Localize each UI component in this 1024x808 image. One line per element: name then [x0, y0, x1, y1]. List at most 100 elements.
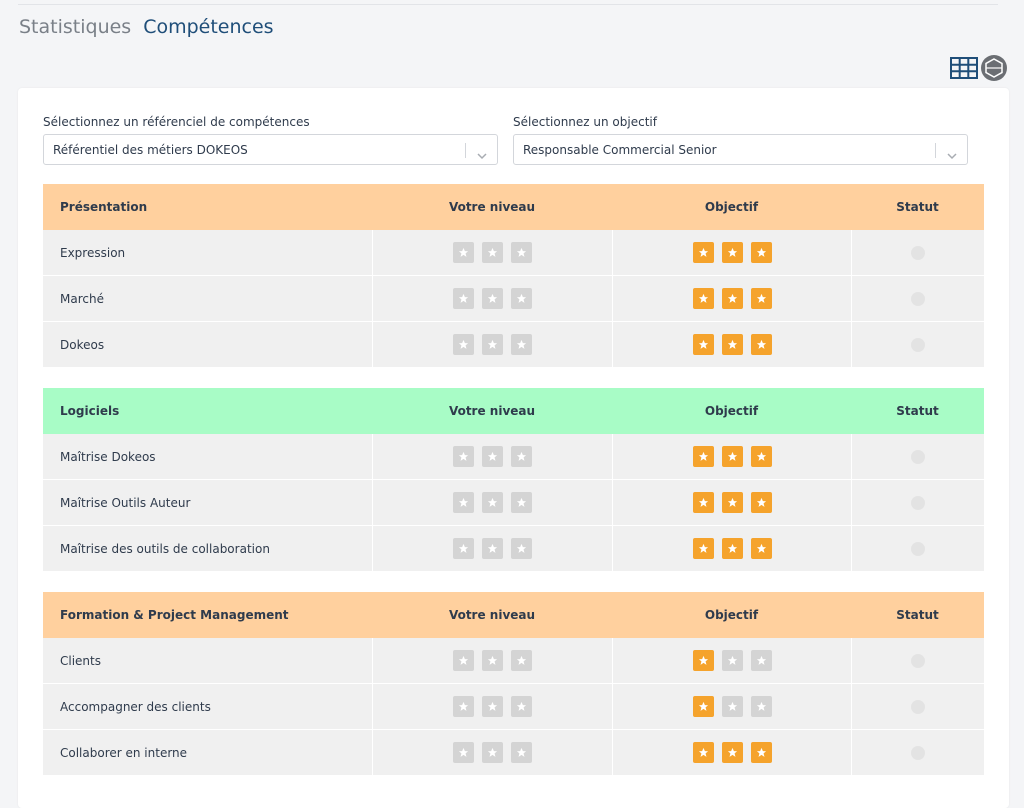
star-icon: [482, 242, 503, 263]
status-cell: [851, 730, 984, 775]
star-icon: [482, 650, 503, 671]
competence-label: Clients: [60, 653, 101, 668]
status-dot: [911, 449, 925, 464]
star-icon: [692, 538, 714, 559]
status-cell: [851, 276, 984, 321]
chevron-down-icon[interactable]: [476, 145, 488, 164]
competence-label: Collaborer en interne: [60, 745, 188, 760]
star-icon: [721, 242, 743, 263]
column-objective-header: Objectif: [704, 404, 759, 418]
level-cell[interactable]: [372, 230, 612, 275]
section-header: Formation & Project Management Votre nive…: [43, 592, 984, 638]
objective-cell: [612, 322, 851, 367]
section-1: Logiciels Votre niveau Objectif Statut Maîtr…: [43, 388, 984, 572]
objective-cell: [612, 730, 851, 775]
column-status-header: Statut: [896, 200, 939, 214]
chevron-down-icon[interactable]: [946, 145, 958, 164]
star-icon: [511, 288, 532, 309]
star-icon: [692, 650, 714, 671]
competence-label: Maîtrise des outils de collaboration: [60, 541, 270, 556]
star-icon: [453, 696, 474, 717]
level-cell[interactable]: [372, 480, 612, 525]
referential-label: Sélectionnez un référenciel de compétenc…: [43, 115, 310, 129]
star-icon: [453, 334, 474, 355]
select-separator: [465, 143, 466, 158]
star-icon: [750, 742, 772, 763]
status-cell: [851, 322, 984, 367]
star-icon: [750, 446, 772, 467]
objective-value: Responsable Commercial Senior: [523, 143, 717, 157]
level-stars: [453, 288, 532, 309]
level-cell[interactable]: [372, 434, 612, 479]
status-cell: [851, 526, 984, 571]
objective-select[interactable]: Responsable Commercial Senior: [513, 134, 968, 165]
status-cell: [851, 684, 984, 729]
star-icon: [721, 446, 743, 467]
tab-competences[interactable]: Compétences: [143, 16, 274, 38]
objective-cell: [612, 230, 851, 275]
star-icon: [721, 538, 743, 559]
status-dot: [911, 291, 925, 306]
competence-label: Maîtrise Dokeos: [60, 449, 156, 464]
star-icon: [511, 650, 532, 671]
objective-cell: [612, 638, 851, 683]
objective-stars: [692, 650, 772, 671]
top-divider: [18, 4, 998, 5]
star-icon: [511, 742, 532, 763]
level-cell[interactable]: [372, 730, 612, 775]
column-status-header: Statut: [896, 608, 939, 622]
star-icon: [721, 742, 743, 763]
competence-label: Accompagner des clients: [60, 699, 211, 714]
select-separator: [935, 143, 936, 158]
star-icon: [692, 446, 714, 467]
column-objective-header: Objectif: [704, 200, 759, 214]
star-icon: [453, 742, 474, 763]
section-2: Formation & Project Management Votre nive…: [43, 592, 984, 776]
status-dot: [911, 745, 925, 760]
level-stars: [453, 650, 532, 671]
chart-view-icon[interactable]: [980, 54, 1008, 86]
status-dot: [911, 245, 925, 260]
tab-bar: Statistiques Compétences: [19, 16, 274, 38]
column-level-header: Votre niveau: [448, 200, 536, 214]
table-row: Maîtrise des outils de collaboration: [43, 526, 984, 572]
referential-select[interactable]: Référentiel des métiers DOKEOS: [43, 134, 498, 165]
objective-label: Sélectionnez un objectif: [513, 115, 657, 129]
level-stars: [453, 742, 532, 763]
star-icon: [750, 334, 772, 355]
star-icon: [511, 446, 532, 467]
star-icon: [453, 242, 474, 263]
tab-statistiques[interactable]: Statistiques: [19, 16, 132, 38]
section-header: Présentation Votre niveau Objectif Statut: [43, 184, 984, 230]
section-header: Logiciels Votre niveau Objectif Statut: [43, 388, 984, 434]
star-icon: [721, 492, 743, 513]
objective-stars: [692, 334, 772, 355]
level-cell[interactable]: [372, 638, 612, 683]
level-stars: [453, 538, 532, 559]
status-dot: [911, 495, 925, 510]
star-icon: [453, 492, 474, 513]
level-cell[interactable]: [372, 526, 612, 571]
level-cell[interactable]: [372, 276, 612, 321]
star-icon: [750, 538, 772, 559]
objective-stars: [692, 696, 772, 717]
level-stars: [453, 334, 532, 355]
star-icon: [482, 538, 503, 559]
section-title: Présentation: [60, 200, 148, 214]
objective-cell: [612, 684, 851, 729]
status-cell: [851, 480, 984, 525]
objective-stars: [692, 288, 772, 309]
objective-cell: [612, 480, 851, 525]
level-cell[interactable]: [372, 684, 612, 729]
star-icon: [482, 288, 503, 309]
section-0: Présentation Votre niveau Objectif Statut Ex…: [43, 184, 984, 368]
star-icon: [721, 696, 743, 717]
objective-stars: [692, 446, 772, 467]
table-view-icon[interactable]: [950, 57, 978, 83]
star-icon: [511, 696, 532, 717]
status-dot: [911, 653, 925, 668]
level-cell[interactable]: [372, 322, 612, 367]
status-dot: [911, 699, 925, 714]
star-icon: [482, 492, 503, 513]
competence-label: Expression: [60, 245, 126, 260]
